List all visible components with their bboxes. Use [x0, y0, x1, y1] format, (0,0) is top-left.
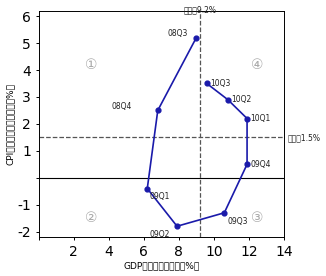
Text: 平均：1.5%: 平均：1.5%: [287, 133, 320, 142]
Text: 平均：9.2%: 平均：9.2%: [183, 6, 216, 15]
Text: 09Q1: 09Q1: [150, 192, 170, 201]
Text: ③: ③: [251, 211, 264, 225]
Text: 09Q4: 09Q4: [251, 160, 271, 169]
Text: 09Q2: 09Q2: [150, 230, 170, 239]
Text: 09Q3: 09Q3: [228, 217, 248, 226]
Text: 08Q3: 08Q3: [167, 29, 187, 38]
Point: [244, 116, 250, 121]
Text: ②: ②: [85, 211, 97, 225]
Point: [222, 211, 227, 215]
Y-axis label: CPIインフレ率（前年比、%）: CPIインフレ率（前年比、%）: [6, 83, 15, 165]
Text: ①: ①: [85, 58, 97, 72]
Point: [145, 186, 150, 191]
Point: [174, 224, 180, 229]
X-axis label: GDP成長率（前年比、%）: GDP成長率（前年比、%）: [123, 261, 200, 270]
Point: [155, 108, 160, 113]
Point: [244, 162, 250, 166]
Text: ④: ④: [251, 58, 264, 72]
Point: [194, 36, 199, 40]
Text: 08Q4: 08Q4: [111, 102, 131, 111]
Text: 10Q1: 10Q1: [251, 114, 271, 123]
Point: [204, 81, 209, 86]
Point: [225, 97, 230, 102]
Text: 10Q3: 10Q3: [210, 79, 231, 88]
Text: 10Q2: 10Q2: [231, 95, 252, 104]
